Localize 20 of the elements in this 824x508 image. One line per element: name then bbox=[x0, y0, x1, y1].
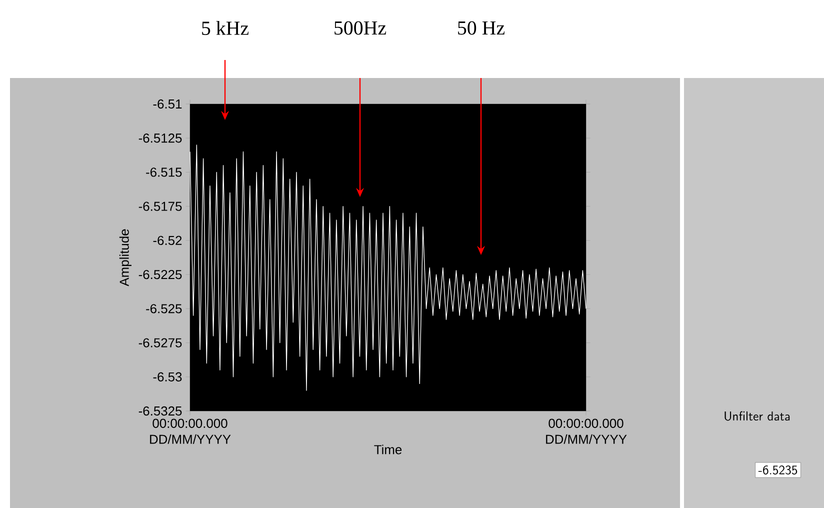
text: 50 Hz bbox=[458, 21, 505, 35]
y-tick-label: -6.5275 bbox=[138, 338, 182, 348]
text: -6.5235 bbox=[758, 465, 798, 475]
y-tick-label: -6.52 bbox=[153, 236, 182, 246]
x-axis-title: Time bbox=[374, 444, 402, 454]
y-tick-label: -6.51 bbox=[153, 99, 182, 109]
text: 500Hz bbox=[334, 21, 386, 35]
x-tick-label: 00:00:00.000 DD/MM/YYYY bbox=[546, 418, 627, 444]
text: 5 kHz bbox=[202, 20, 249, 35]
y-tick-label: -6.5175 bbox=[138, 202, 182, 211]
y-tick-label: -6.5125 bbox=[138, 134, 182, 143]
y-tick-label: -6.53 bbox=[153, 372, 182, 382]
y-axis-title: Amplitude bbox=[119, 229, 132, 286]
y-tick-label: -6.515 bbox=[146, 168, 182, 177]
text: Unfilter data bbox=[724, 411, 790, 421]
line-series bbox=[190, 144, 586, 391]
x-tick-label: 00:00:00.000 DD/MM/YYYY bbox=[150, 418, 231, 444]
y-tick-label: -6.5225 bbox=[138, 270, 182, 280]
y-tick-label: -6.5325 bbox=[138, 406, 182, 416]
y-tick-label: -6.525 bbox=[146, 304, 182, 314]
